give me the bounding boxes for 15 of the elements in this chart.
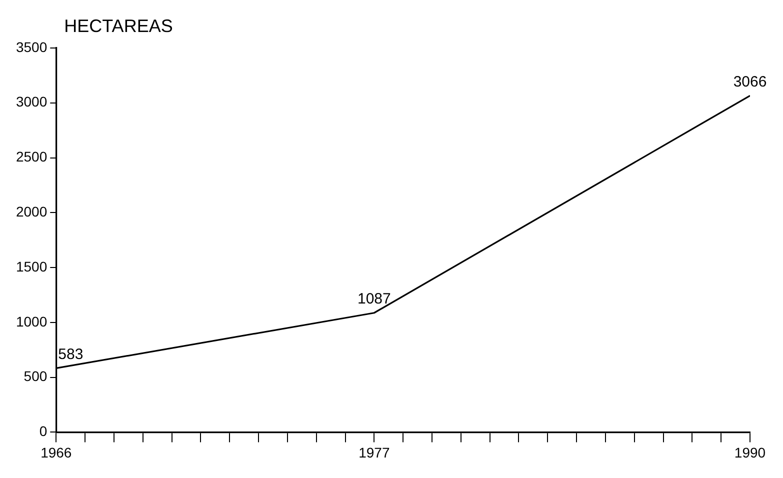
x-tick-label: 1990 <box>734 444 766 460</box>
y-tick-label: 500 <box>24 368 48 384</box>
y-tick-label: 3000 <box>16 94 48 110</box>
y-tick-label: 2500 <box>16 148 48 165</box>
data-label: 3066 <box>733 73 767 90</box>
y-tick-label: 3500 <box>16 38 48 55</box>
y-tick-label: 2000 <box>16 204 48 220</box>
x-tick-label: 1966 <box>40 444 72 460</box>
y-tick-label: 1000 <box>16 313 48 330</box>
y-axis-title: HECTAREAS <box>64 16 173 36</box>
data-label: 583 <box>58 346 84 363</box>
y-tick-label: 0 <box>39 423 48 440</box>
y-tick-label: 1500 <box>16 258 48 274</box>
data-label: 1087 <box>357 290 391 308</box>
x-tick-label: 1977 <box>358 444 390 460</box>
